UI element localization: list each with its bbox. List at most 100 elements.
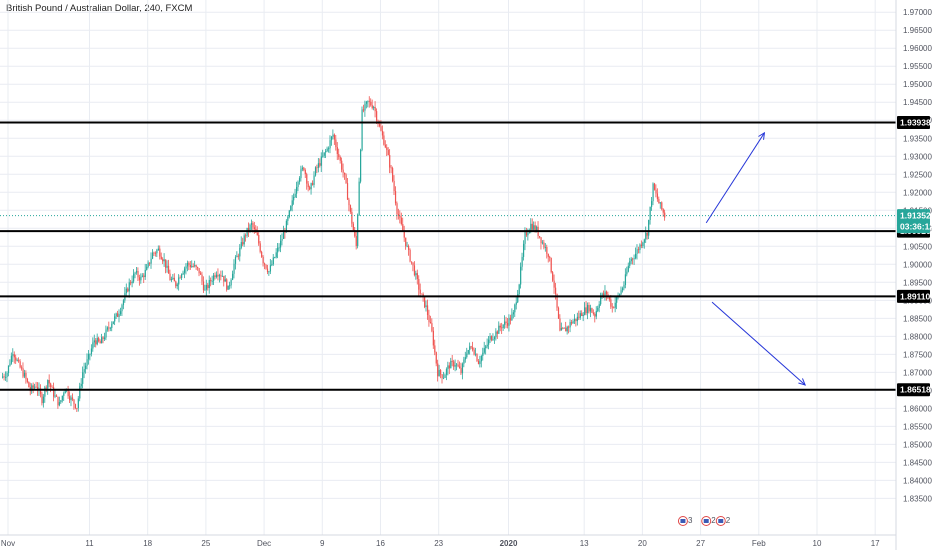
candle-body [314, 167, 317, 176]
candle-body [16, 360, 18, 361]
level-tag [897, 289, 930, 303]
candle-body [428, 315, 430, 323]
candle-body [103, 337, 106, 340]
candle-body [166, 265, 168, 268]
candle-body [162, 259, 164, 262]
candle-body [412, 262, 414, 266]
candle-body [522, 243, 525, 257]
candle-body [122, 300, 125, 306]
candle-body [424, 296, 426, 308]
candle-body [544, 246, 547, 248]
candle-body [541, 242, 544, 244]
candle-body [595, 310, 597, 317]
candle-body [328, 148, 330, 150]
candle-body [456, 364, 458, 366]
candle-body [521, 256, 523, 267]
candle-body [220, 275, 222, 277]
candle-body [73, 399, 75, 405]
candle-body [226, 279, 228, 290]
candle-body [247, 227, 250, 231]
candle-body [429, 322, 432, 324]
x-tick-label: 17 [871, 539, 880, 548]
candle-body [236, 255, 238, 258]
x-tick-label: 16 [376, 539, 385, 548]
current-price-label: 1.91352 [900, 211, 931, 221]
candle-body [256, 232, 258, 236]
y-tick-label: 1.95500 [903, 62, 932, 71]
candle-body [504, 321, 506, 325]
price-axis[interactable]: 1.97000 1.96500 1.96000 1.95500 1.95000 1.945… [903, 8, 932, 503]
candle-body [358, 181, 360, 216]
candle-body [419, 289, 421, 294]
candle-body [378, 124, 381, 127]
candle-body [230, 279, 232, 286]
candle-body [67, 388, 69, 397]
candle-body [119, 311, 122, 315]
candle-body [322, 155, 324, 157]
flag-icon [703, 519, 709, 523]
candle-body [376, 111, 378, 121]
candle-body [585, 307, 587, 314]
y-tick-label: 1.93500 [903, 134, 932, 143]
candle-body [594, 313, 596, 317]
candle-body [520, 266, 522, 285]
candle-body [421, 293, 423, 295]
candle-body [296, 187, 298, 194]
y-tick-label: 1.93000 [903, 152, 932, 161]
candle-body [405, 237, 407, 247]
y-tick-label: 1.96500 [903, 26, 932, 35]
candle-body [198, 268, 200, 274]
candle-body [234, 257, 237, 264]
time-axis[interactable]: Nov 11 18 25 Dec 9 16 23 2020 13 20 27 Feb 10 17 [1, 539, 880, 548]
candle-body [37, 387, 39, 391]
candle-body [51, 386, 53, 388]
y-tick-label: 1.89500 [903, 278, 932, 287]
candle-body [224, 279, 226, 282]
candle-body [265, 264, 267, 269]
candle-body [483, 348, 485, 353]
candle-body [93, 340, 95, 343]
x-tick-label: 27 [696, 539, 705, 548]
candle-body [189, 265, 191, 268]
y-tick-label: 1.87500 [903, 350, 932, 359]
candle-body [402, 224, 404, 232]
candle-body [207, 284, 209, 289]
candle-body [95, 340, 97, 345]
candle-body [360, 150, 362, 182]
candle-body [611, 306, 613, 308]
candle-body [35, 386, 37, 388]
candle-body [70, 397, 72, 401]
candle-body [338, 154, 340, 158]
candle-body [105, 329, 107, 338]
candle-body [610, 299, 612, 307]
y-tick-label: 1.96000 [903, 44, 932, 53]
candle-body [346, 183, 349, 200]
flag-icon [718, 519, 724, 523]
candle-body [457, 364, 459, 367]
candle-body [285, 220, 288, 233]
candle-body [591, 308, 593, 313]
candle-body [582, 314, 584, 316]
candle-body [178, 277, 180, 285]
candle-body [99, 341, 101, 344]
candle-body [153, 252, 155, 254]
candle-body [381, 130, 384, 136]
candle-body [600, 296, 602, 305]
candle-body [335, 139, 337, 148]
candle-body [473, 349, 475, 355]
candle-body [300, 169, 302, 179]
candle-body [515, 302, 517, 305]
candle-body [69, 396, 71, 401]
candle-body [77, 398, 79, 409]
candle-body [79, 386, 81, 399]
candle-body [470, 346, 472, 348]
candle-body [525, 232, 528, 236]
x-tick-label: 18 [143, 539, 152, 548]
candle-body [474, 354, 477, 355]
candle-body [578, 316, 580, 318]
candle-body [472, 347, 474, 350]
candle-body [431, 323, 433, 331]
level-tag [897, 115, 930, 129]
candle-body [274, 257, 276, 259]
